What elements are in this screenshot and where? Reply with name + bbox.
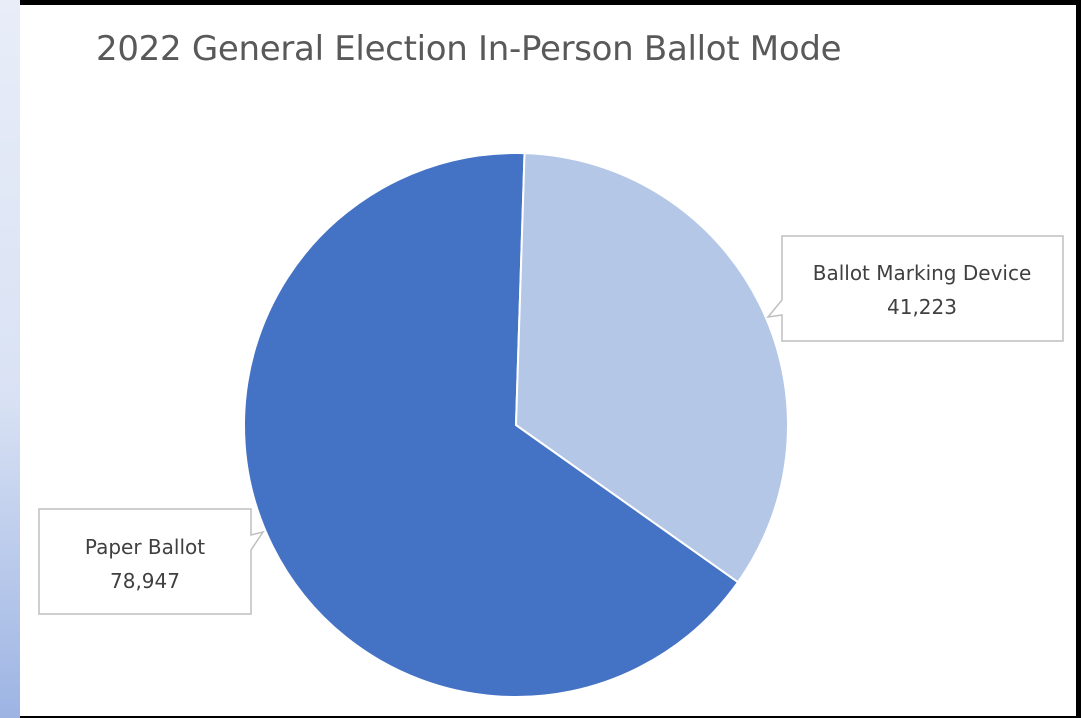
callout-label-paper-ballot: Paper Ballot xyxy=(85,535,205,559)
pie-chart: Ballot Marking Device 41,223 Paper Ballo… xyxy=(38,152,1064,698)
pie-slices xyxy=(243,152,789,698)
callout-ballot-marking-device: Ballot Marking Device 41,223 xyxy=(766,235,1064,342)
callout-label-ballot-marking-device: Ballot Marking Device xyxy=(813,261,1032,285)
pie-slice-paper-ballot xyxy=(243,152,740,698)
callout-box-ballot-marking-device xyxy=(766,235,1064,342)
callout-paper-ballot: Paper Ballot 78,947 xyxy=(38,508,265,615)
background-gradient xyxy=(0,0,20,718)
callout-value-ballot-marking-device: 41,223 xyxy=(887,295,957,319)
callout-value-paper-ballot: 78,947 xyxy=(110,569,180,593)
chart-title: 2022 General Election In-Person Ballot M… xyxy=(96,29,842,69)
chart-frame: 2022 General Election In-Person Ballot M… xyxy=(20,5,1076,716)
callout-box-paper-ballot xyxy=(38,508,265,615)
pie-slice-ballot-marking-device xyxy=(514,152,789,584)
